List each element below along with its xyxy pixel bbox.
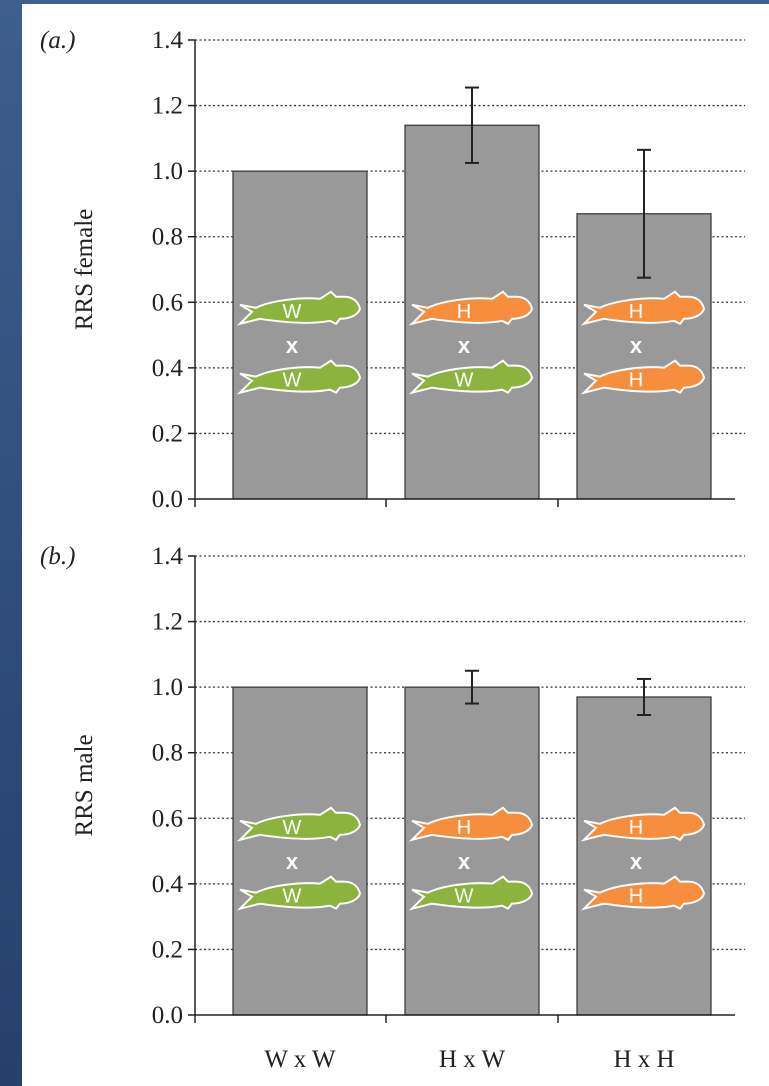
cross-label: x: [630, 849, 643, 874]
y-tick-label: 0.0: [152, 486, 183, 513]
y-axis-label: RRS female: [71, 209, 98, 331]
y-tick-label: 0.8: [152, 740, 183, 767]
fish-label: W: [283, 370, 302, 392]
y-tick-label: 0.6: [152, 805, 183, 832]
x-tick-label: H x W: [439, 1046, 506, 1073]
bar: [405, 687, 539, 1015]
y-axis-label: RRS male: [71, 734, 98, 836]
fish-label: W: [283, 301, 302, 323]
fish-label: H: [457, 817, 471, 839]
y-tick-label: 1.4: [152, 543, 184, 570]
bar: [233, 171, 367, 499]
cross-label: x: [286, 849, 299, 874]
fish-label: H: [629, 886, 643, 908]
y-tick-label: 0.6: [152, 289, 183, 316]
cross-label: x: [286, 333, 299, 358]
fish-label: H: [629, 301, 643, 323]
x-tick-label: H x H: [613, 1046, 674, 1073]
fish-label: W: [283, 817, 302, 839]
y-tick-label: 1.2: [152, 93, 183, 120]
x-tick-label: W x W: [264, 1046, 336, 1073]
fish-label: W: [455, 886, 474, 908]
cross-label: x: [458, 849, 471, 874]
y-tick-label: 1.0: [152, 674, 183, 701]
y-tick-label: 1.0: [152, 158, 183, 185]
bar: [233, 687, 367, 1015]
cross-label: x: [458, 333, 471, 358]
fish-label: H: [629, 817, 643, 839]
panel-label: (a.): [40, 27, 75, 54]
y-tick-label: 0.4: [152, 871, 184, 898]
fish-label: H: [457, 301, 471, 323]
page: 0.0 0.2 0.4 0.6 0.8 1.0 1.2 1.4 (a.) RRS female W W…: [0, 0, 769, 1086]
y-tick-label: 0.4: [152, 355, 184, 382]
y-tick-label: 1.4: [152, 27, 184, 54]
cross-label: x: [630, 333, 643, 358]
bar: [577, 697, 711, 1015]
panel-label: (b.): [40, 543, 75, 570]
y-tick-label: 0.2: [152, 936, 183, 963]
chart: 0.0 0.2 0.4 0.6 0.8 1.0 1.2 1.4 (a.) RRS female W W…: [0, 0, 769, 1086]
fish-label: W: [455, 370, 474, 392]
fish-label: W: [283, 886, 302, 908]
y-tick-label: 0.2: [152, 420, 183, 447]
y-tick-label: 0.0: [152, 1002, 183, 1029]
y-tick-label: 0.8: [152, 224, 183, 251]
y-tick-label: 1.2: [152, 609, 183, 636]
fish-label: H: [629, 370, 643, 392]
